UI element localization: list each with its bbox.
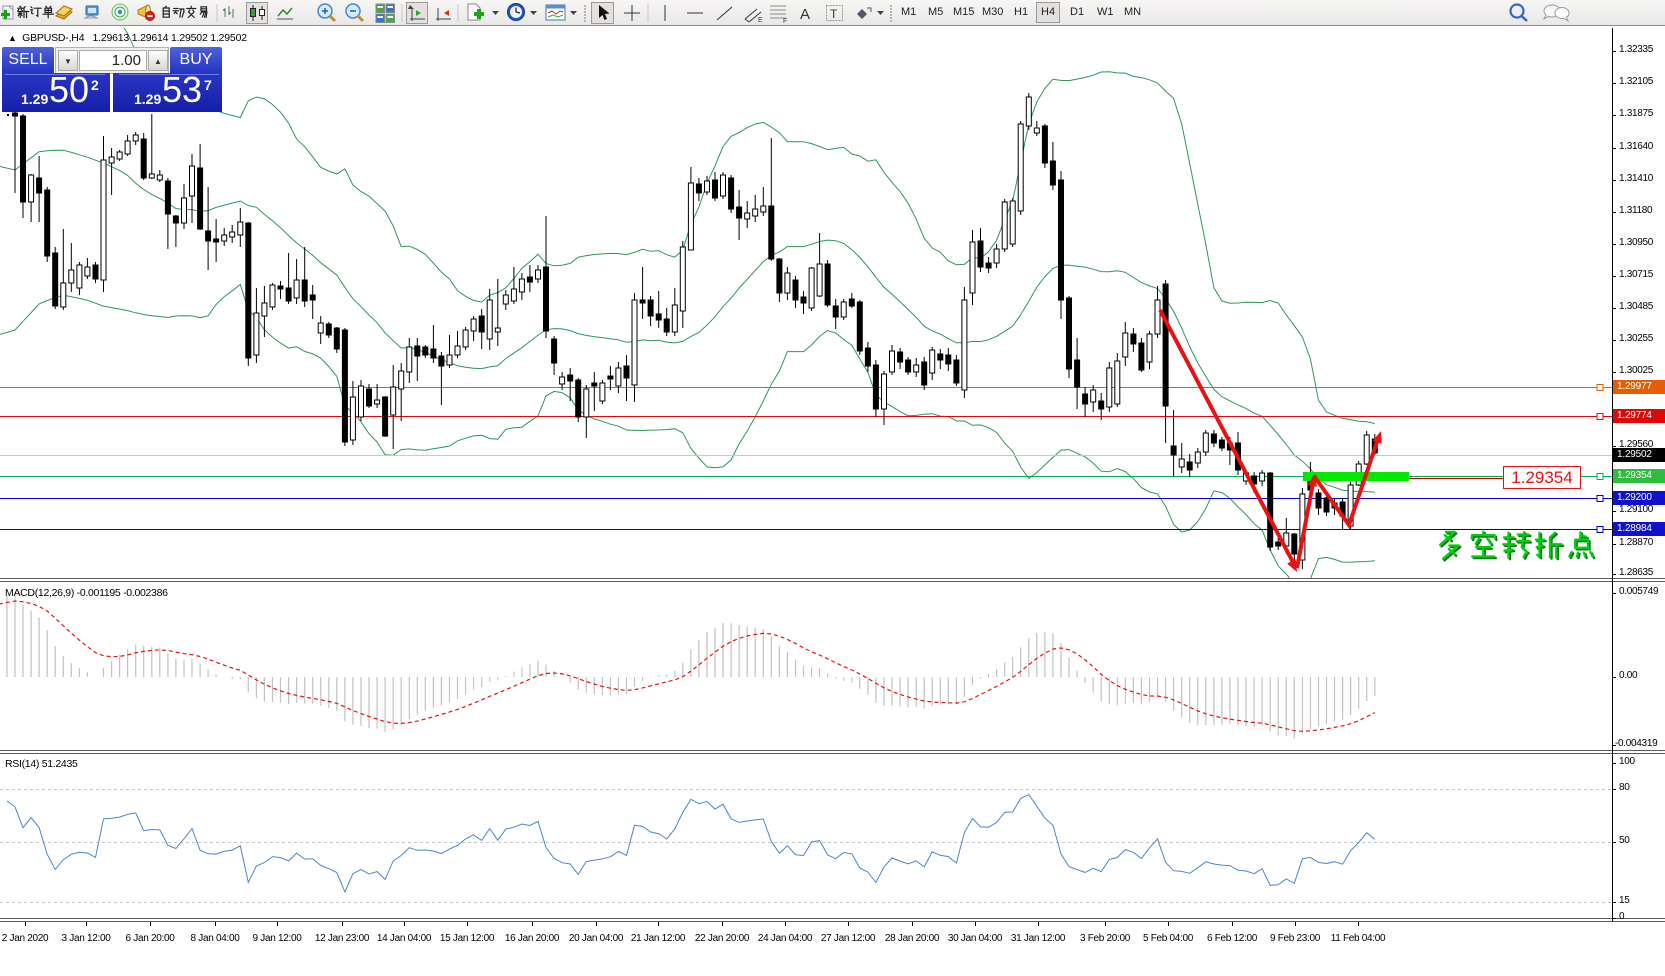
- svg-text:E: E: [758, 17, 763, 24]
- svg-text:F: F: [783, 18, 787, 25]
- svg-text:T: T: [830, 7, 838, 21]
- svg-text:A: A: [800, 6, 810, 23]
